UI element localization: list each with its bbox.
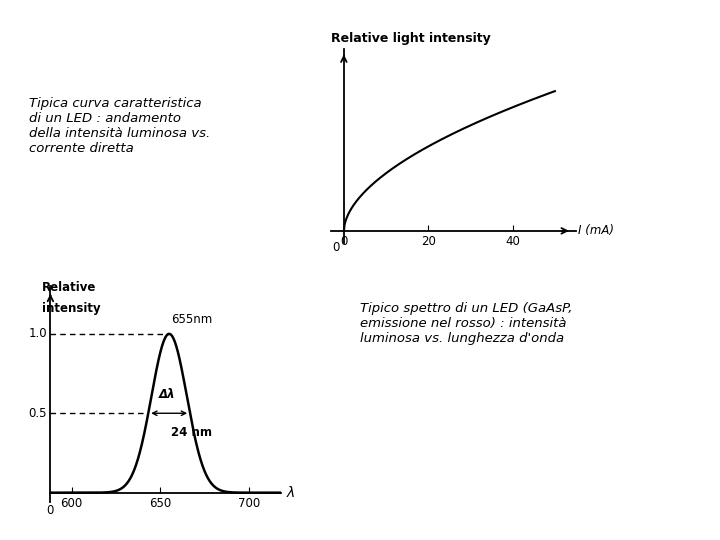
Text: λ: λ [286,485,294,500]
Text: intensity: intensity [42,302,100,315]
Text: Δλ: Δλ [159,388,176,401]
Text: Tipica curva caratteristica
di un LED : andamento
della intensità luminosa vs.
c: Tipica curva caratteristica di un LED : … [29,97,210,155]
Text: 655nm: 655nm [171,313,212,326]
Text: Relative: Relative [42,281,96,294]
Text: 24 nm: 24 nm [171,426,212,439]
Text: 1.0: 1.0 [28,327,47,340]
Text: I (mA): I (mA) [578,224,614,238]
Text: 0: 0 [332,241,340,254]
Text: Relative light intensity: Relative light intensity [331,32,491,45]
Text: 0.5: 0.5 [28,407,47,420]
Text: Tipico spettro di un LED (GaAsP,
emissione nel rosso) : intensità
luminosa vs. l: Tipico spettro di un LED (GaAsP, emissio… [360,302,572,346]
Text: 0: 0 [47,504,54,517]
